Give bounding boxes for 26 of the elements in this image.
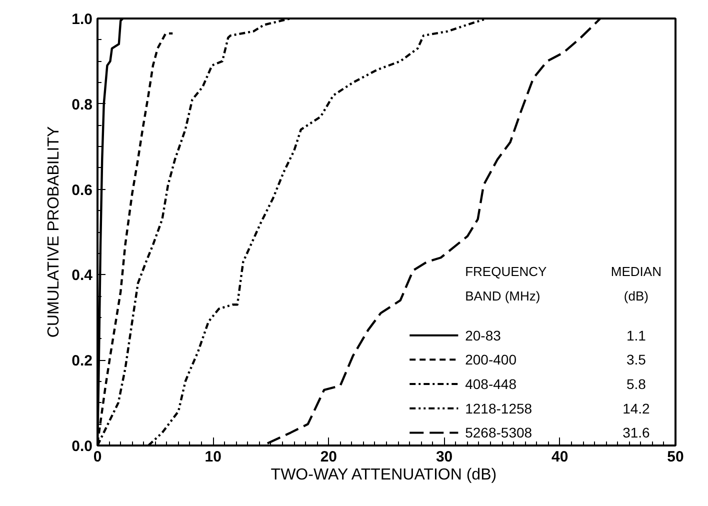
annotation: 31.6 <box>622 424 650 441</box>
x-axis-title: TWO-WAY ATTENUATION (dB) <box>270 466 497 484</box>
x-tick-label: 50 <box>667 448 684 466</box>
annotation: 1.1 <box>626 327 646 344</box>
legend-label: 200-400 <box>465 352 517 368</box>
x-tick-label: 20 <box>320 448 338 466</box>
legend-title: FREQUENCY BAND (MHz) <box>465 264 548 304</box>
x-tick-label: 0 <box>93 448 102 466</box>
annotation: 14.2 <box>622 400 650 416</box>
annotation: 5.8 <box>626 376 646 392</box>
y-tick-label: 0.6 <box>72 182 93 199</box>
x-tick-label: 10 <box>204 448 222 466</box>
annotation: MEDIAN (dB) <box>610 264 662 304</box>
y-tick-label: 0.0 <box>72 438 93 455</box>
y-tick-label: 0.8 <box>72 96 93 114</box>
legend-label: 20-83 <box>465 327 502 344</box>
legend-label: 1218-1258 <box>465 400 532 416</box>
annotation: 3.5 <box>626 352 646 368</box>
y-tick-label: 0.2 <box>72 352 93 370</box>
legend-label: 5268-5308 <box>465 424 532 441</box>
y-tick-label: 0.4 <box>72 267 94 284</box>
y-axis-title: CUMULATIVE PROBABILITY <box>46 126 63 338</box>
y-tick-label: 1.0 <box>72 11 93 28</box>
x-tick-label: 30 <box>436 448 453 466</box>
legend-label: 408-448 <box>465 376 517 392</box>
x-tick-label: 40 <box>552 448 568 466</box>
